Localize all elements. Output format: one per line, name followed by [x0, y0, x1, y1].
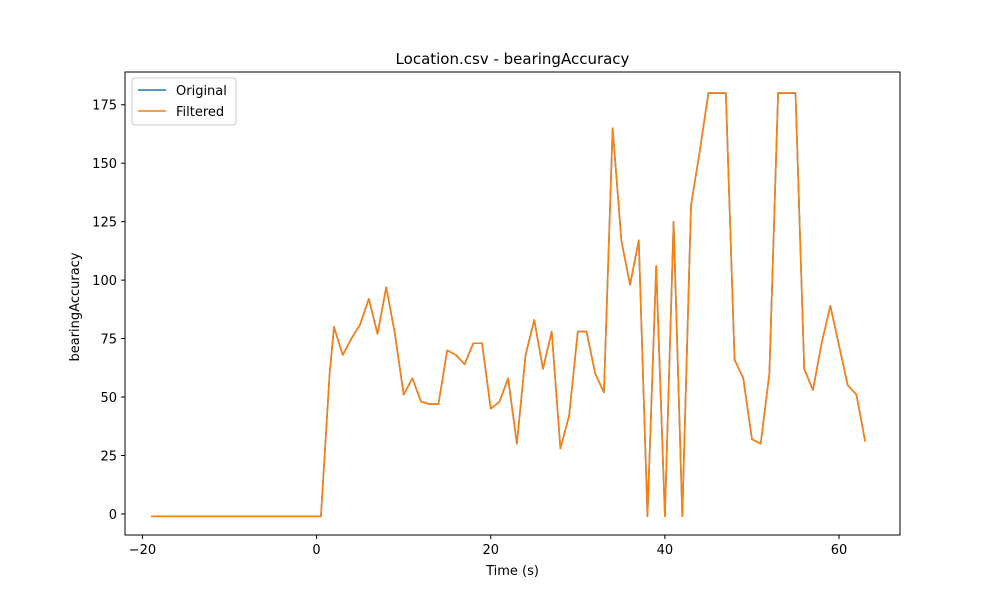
x-axis-label: Time (s): [485, 564, 539, 579]
chart-title: Location.csv - bearingAccuracy: [396, 50, 630, 68]
legend-label-filtered: Filtered: [176, 105, 224, 120]
y-axis-label: bearingAccuracy: [68, 252, 83, 361]
axis-ticks: −20 0 20 40 60 0 25 50 75 100 125 150 175: [92, 99, 847, 558]
y-tick-label: 175: [92, 99, 117, 114]
legend: Original Filtered: [131, 77, 237, 126]
plot-area: [151, 92, 866, 518]
y-tick-label: 100: [92, 274, 117, 289]
x-tick-label: 40: [657, 543, 674, 558]
x-tick-label: 20: [482, 543, 499, 558]
x-tick-label: 60: [831, 543, 848, 558]
y-tick-label: 25: [100, 449, 117, 464]
series-line-filtered: [151, 92, 866, 518]
x-tick-label: 0: [312, 543, 320, 558]
x-tick-label: −20: [129, 543, 156, 558]
y-tick-label: 75: [100, 333, 117, 348]
y-tick-label: 50: [100, 391, 117, 406]
y-tick-label: 150: [92, 157, 117, 172]
legend-label-original: Original: [176, 84, 227, 99]
y-tick-label: 125: [92, 216, 117, 231]
axes-frame: [124, 71, 901, 536]
y-tick-label: 0: [109, 508, 117, 523]
